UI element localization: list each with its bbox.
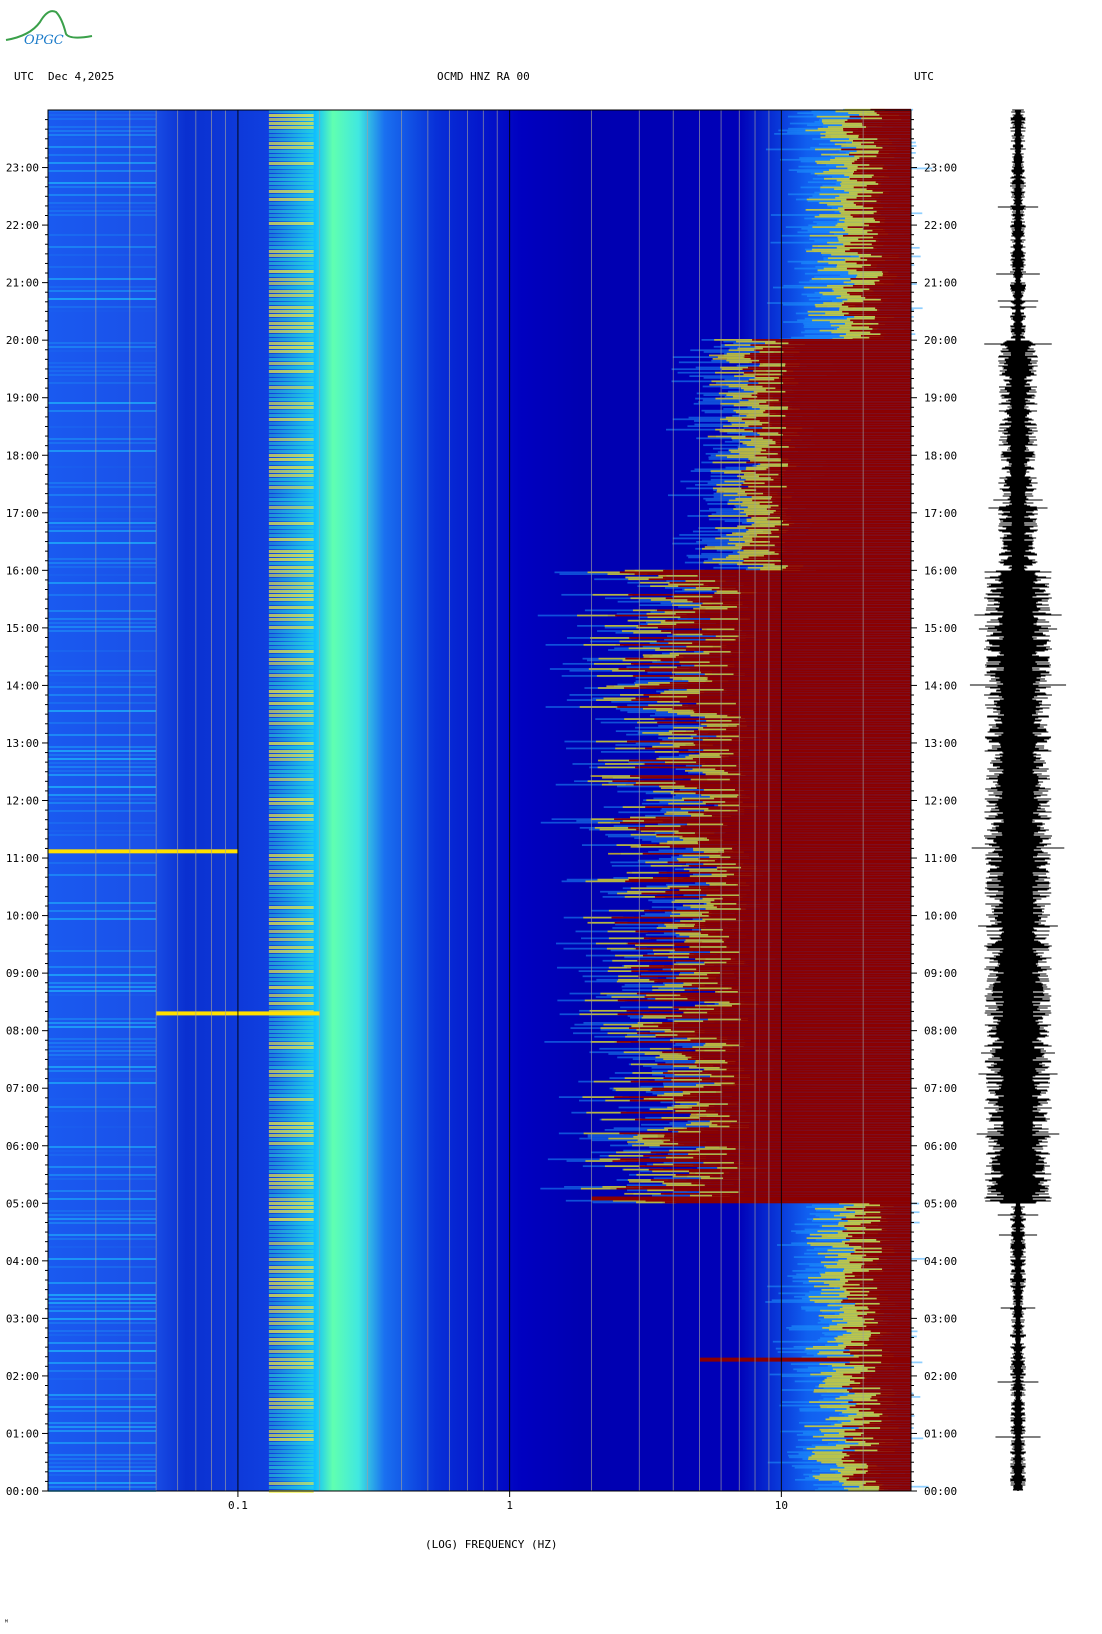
- logo: OPGC: [5, 10, 93, 48]
- y-tick-label-left: 01:00: [6, 1427, 39, 1440]
- x-tick-label: 0.1: [228, 1499, 248, 1512]
- footer-mark: ᴹ: [4, 1618, 9, 1627]
- y-tick-label-left: 07:00: [6, 1082, 39, 1095]
- y-tick-label-left: 19:00: [6, 392, 39, 405]
- y-tick-label-left: 09:00: [6, 967, 39, 980]
- y-tick-label-right: 14:00: [924, 679, 957, 692]
- y-tick-label-right: 23:00: [924, 162, 957, 175]
- logo-text: OPGC: [24, 33, 64, 48]
- y-tick-label-left: 05:00: [6, 1197, 39, 1210]
- y-tick-label-right: 06:00: [924, 1140, 957, 1153]
- utc-label-left: UTC: [14, 70, 34, 83]
- y-tick-label-left: 20:00: [6, 334, 39, 347]
- y-tick-label-left: 10:00: [6, 910, 39, 923]
- y-tick-label-left: 00:00: [6, 1485, 39, 1498]
- y-tick-label-left: 11:00: [6, 852, 39, 865]
- utc-label-right: UTC: [914, 70, 934, 83]
- y-tick-label-right: 12:00: [924, 795, 957, 808]
- y-tick-label-left: 18:00: [6, 449, 39, 462]
- y-tick-label-right: 20:00: [924, 334, 957, 347]
- y-tick-label-right: 15:00: [924, 622, 957, 635]
- y-tick-label-right: 22:00: [924, 219, 957, 232]
- date-label: Dec 4,2025: [48, 70, 115, 83]
- y-tick-label-left: 16:00: [6, 564, 39, 577]
- y-tick-label-right: 18:00: [924, 449, 957, 462]
- y-tick-label-left: 14:00: [6, 679, 39, 692]
- y-tick-label-right: 01:00: [924, 1427, 957, 1440]
- station-title: OCMD HNZ RA 00: [437, 70, 530, 83]
- y-tick-label-right: 04:00: [924, 1255, 957, 1268]
- y-tick-label-right: 02:00: [924, 1370, 957, 1383]
- x-axis-label: (LOG) FREQUENCY (HZ): [425, 1538, 558, 1551]
- y-tick-label-right: 03:00: [924, 1312, 957, 1325]
- y-tick-label-left: 04:00: [6, 1255, 39, 1268]
- y-tick-label-right: 10:00: [924, 910, 957, 923]
- y-tick-label-left: 23:00: [6, 162, 39, 175]
- y-tick-label-right: 07:00: [924, 1082, 957, 1095]
- y-tick-label-right: 19:00: [924, 392, 957, 405]
- y-tick-label-right: 05:00: [924, 1197, 957, 1210]
- y-tick-label-right: 21:00: [924, 277, 957, 290]
- y-tick-label-right: 17:00: [924, 507, 957, 520]
- y-tick-label-right: 00:00: [924, 1485, 957, 1498]
- x-tick-label: 10: [775, 1499, 788, 1512]
- event-line: [699, 1357, 911, 1362]
- y-tick-label-left: 02:00: [6, 1370, 39, 1383]
- y-tick-label-right: 16:00: [924, 564, 957, 577]
- y-tick-label-left: 08:00: [6, 1025, 39, 1038]
- event-line: [591, 1196, 911, 1201]
- y-tick-label-left: 21:00: [6, 277, 39, 290]
- spectrogram-plot: [47, 108, 933, 1493]
- y-tick-label-left: 03:00: [6, 1312, 39, 1325]
- y-tick-label-left: 12:00: [6, 795, 39, 808]
- y-tick-label-left: 13:00: [6, 737, 39, 750]
- seismogram-trace: [969, 109, 1067, 1491]
- y-tick-label-left: 22:00: [6, 219, 39, 232]
- x-tick-label: 1: [506, 1499, 513, 1512]
- y-tick-label-right: 09:00: [924, 967, 957, 980]
- y-tick-label-left: 06:00: [6, 1140, 39, 1153]
- y-tick-label-left: 17:00: [6, 507, 39, 520]
- y-tick-label-right: 13:00: [924, 737, 957, 750]
- event-line: [48, 849, 238, 854]
- axes: 00:00 00:00 01:00 01:00 02:00 02:00 03:00 03:00…: [6, 109, 957, 1512]
- y-tick-label-left: 15:00: [6, 622, 39, 635]
- y-tick-label-right: 08:00: [924, 1025, 957, 1038]
- y-tick-label-right: 11:00: [924, 852, 957, 865]
